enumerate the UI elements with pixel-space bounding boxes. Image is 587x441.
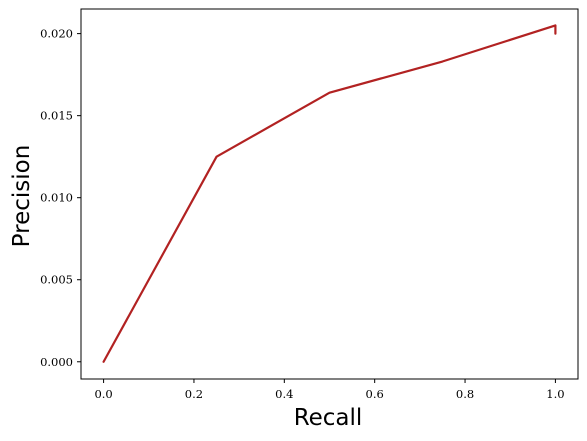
x-tick-label: 0.6: [366, 387, 384, 401]
series-line: [102, 24, 557, 363]
series-group: [102, 24, 557, 363]
x-axis-label: Recall: [294, 405, 363, 431]
y-tick-label: 0.020: [40, 27, 73, 41]
plot-area-frame: [80, 8, 579, 380]
x-tick-label: 0.0: [94, 387, 112, 401]
y-axis-label: Precision: [9, 145, 35, 248]
axis-ticks: 0.0 0.2 0.4 0.6 0.8 1.0 0.000 0.005 0.010 0.015 0.…: [40, 27, 564, 401]
y-tick-label: 0.000: [40, 355, 73, 369]
y-tick-label: 0.005: [40, 273, 73, 287]
x-tick-label: 0.8: [456, 387, 474, 401]
x-tick-label: 0.2: [185, 387, 203, 401]
y-tick-label: 0.010: [40, 191, 73, 205]
x-tick-label: 0.4: [275, 387, 293, 401]
y-tick-label: 0.015: [40, 109, 73, 123]
x-tick-label: 1.0: [546, 387, 564, 401]
